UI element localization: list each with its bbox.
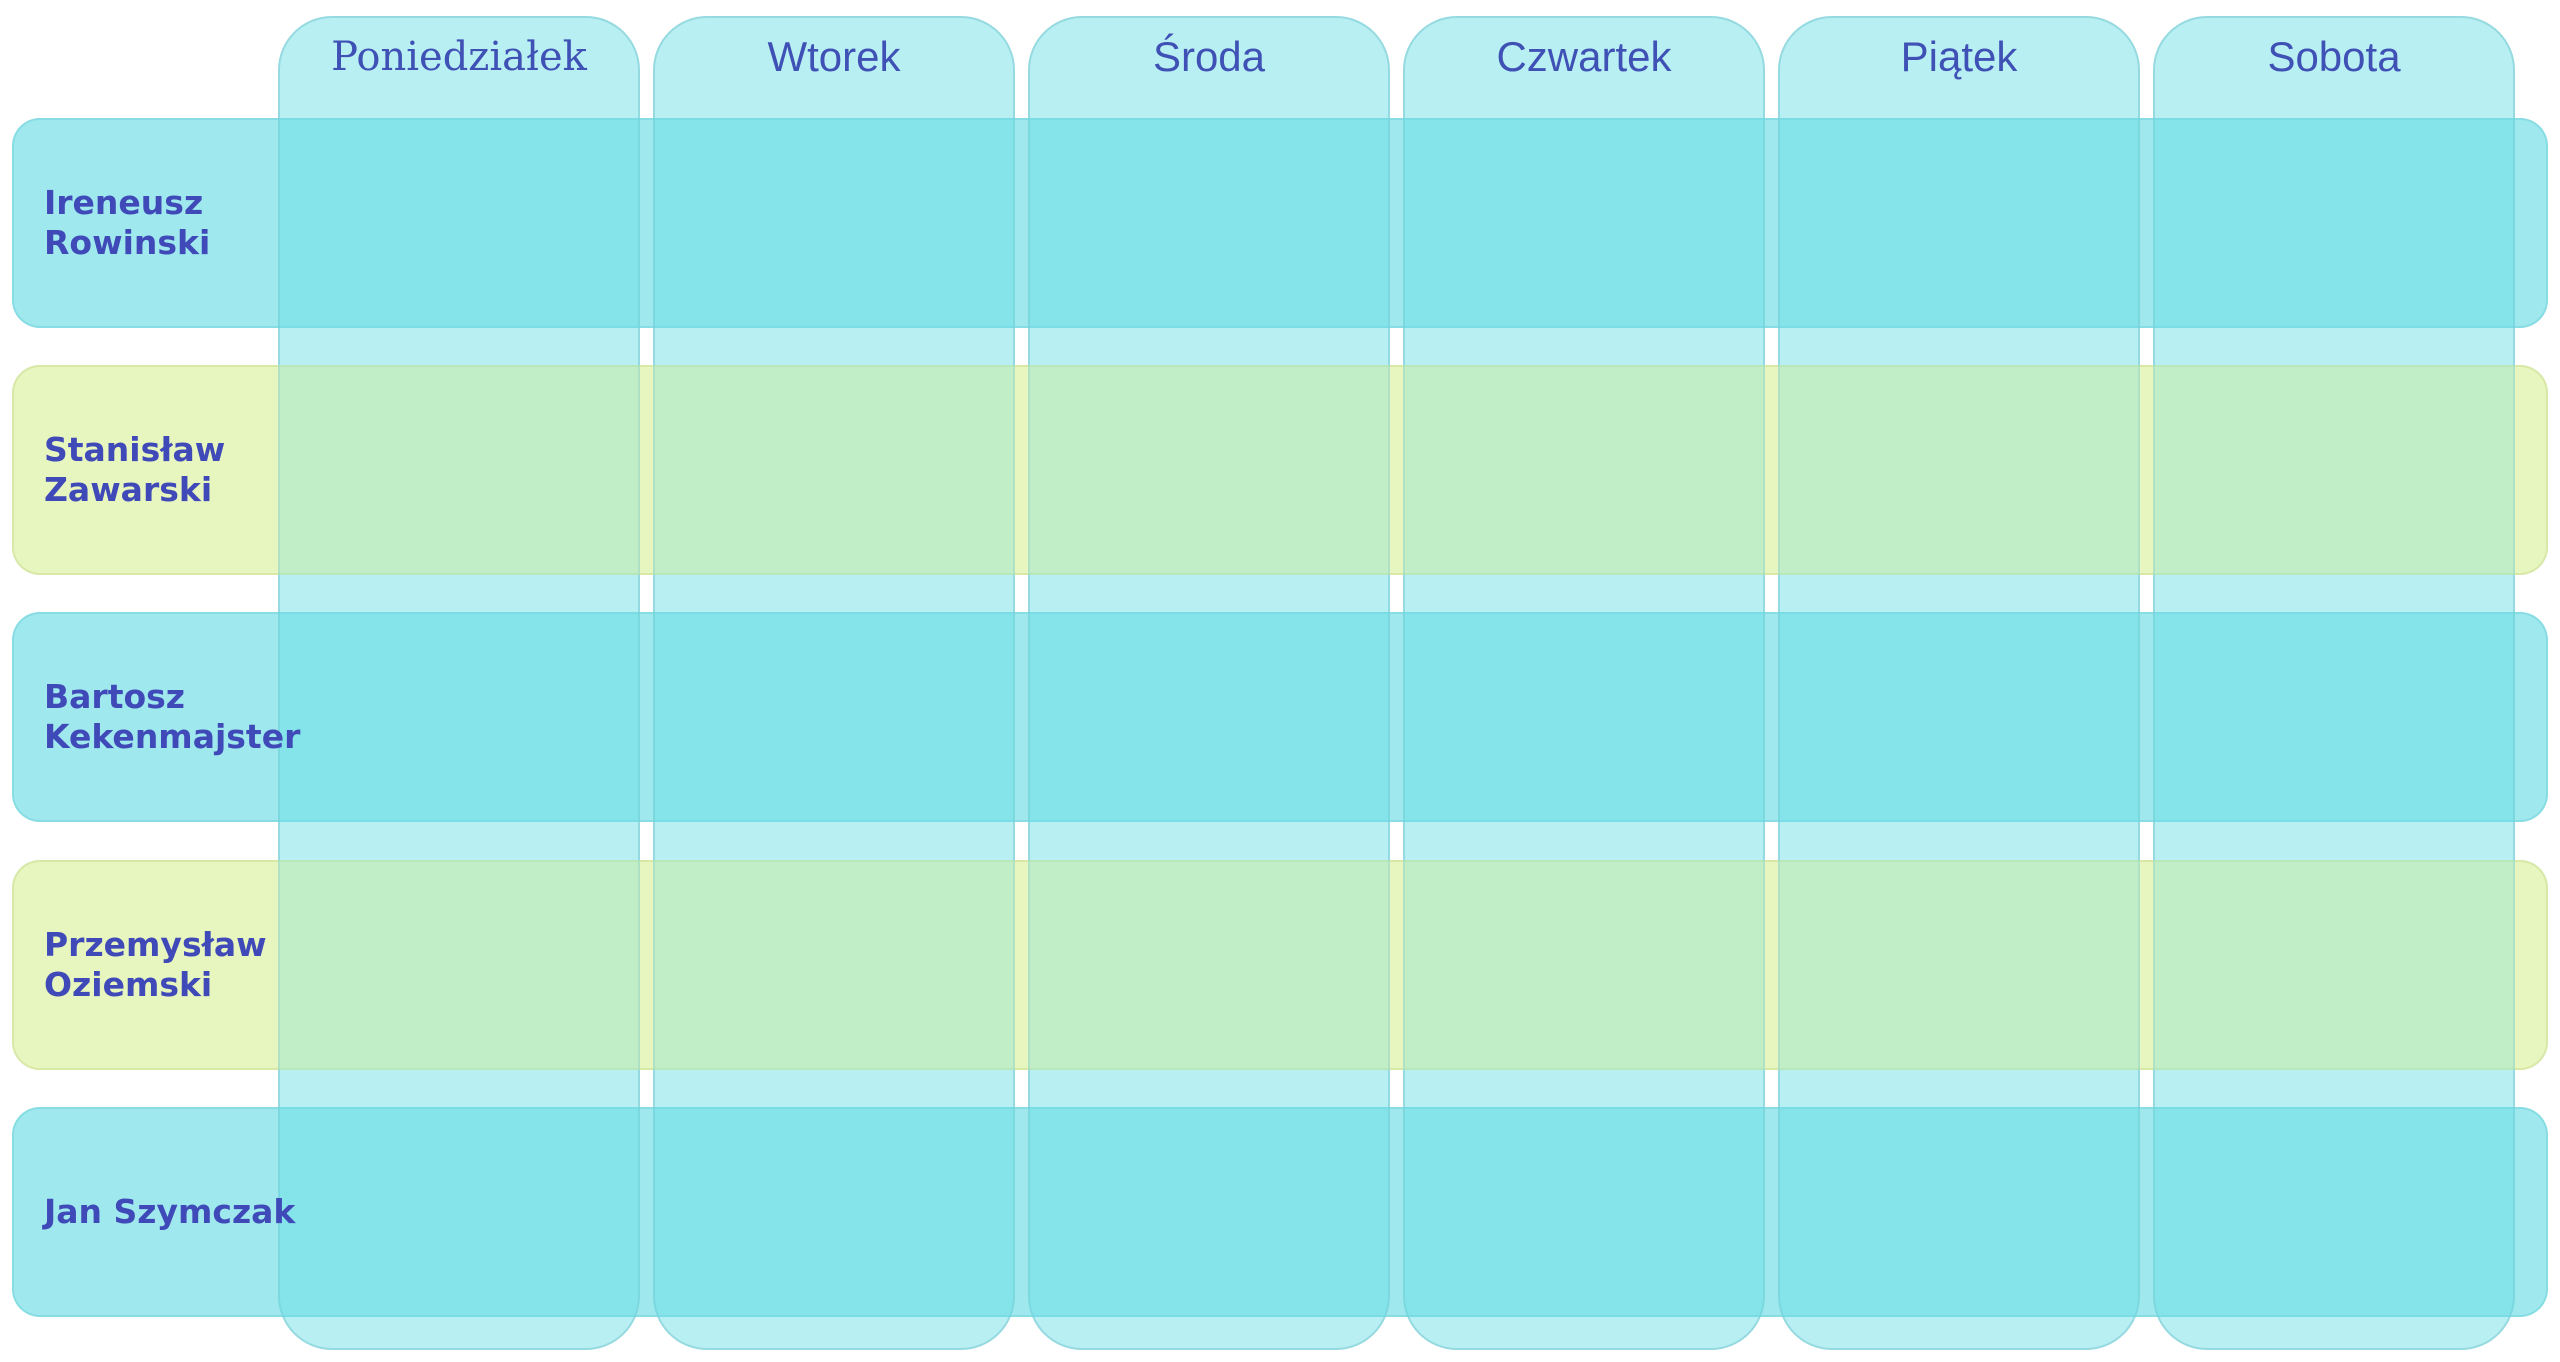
- person-name: Przemysław Oziemski: [44, 925, 267, 1004]
- person-name: Stanisław Zawarski: [44, 430, 226, 509]
- day-column-4: [1403, 16, 1765, 1350]
- day-column-2: [653, 16, 1015, 1350]
- day-label-tuesday: Wtorek: [767, 33, 901, 80]
- day-label-monday: Poniedziałek: [331, 34, 587, 80]
- day-label-thursday: Czwartek: [1496, 33, 1672, 80]
- row-band-5: [12, 1107, 2548, 1317]
- person-name: Jan Szymczak: [44, 1192, 296, 1231]
- day-column-5: [1778, 16, 2140, 1350]
- day-label-friday: Piątek: [1900, 33, 2018, 80]
- person-name: Ireneusz Rowinski: [44, 183, 211, 262]
- day-column-6: [2153, 16, 2515, 1350]
- row-band-1: [12, 118, 2548, 328]
- row-band-2: [12, 365, 2548, 575]
- day-label-wednesday: Środa: [1152, 33, 1266, 80]
- row-band-3: [12, 612, 2548, 822]
- row-band-4: [12, 860, 2548, 1070]
- day-column-1: [278, 16, 640, 1350]
- day-label-saturday: Sobota: [2267, 33, 2401, 80]
- day-column-3: [1028, 16, 1390, 1350]
- person-name: Bartosz Kekenmajster: [44, 677, 301, 756]
